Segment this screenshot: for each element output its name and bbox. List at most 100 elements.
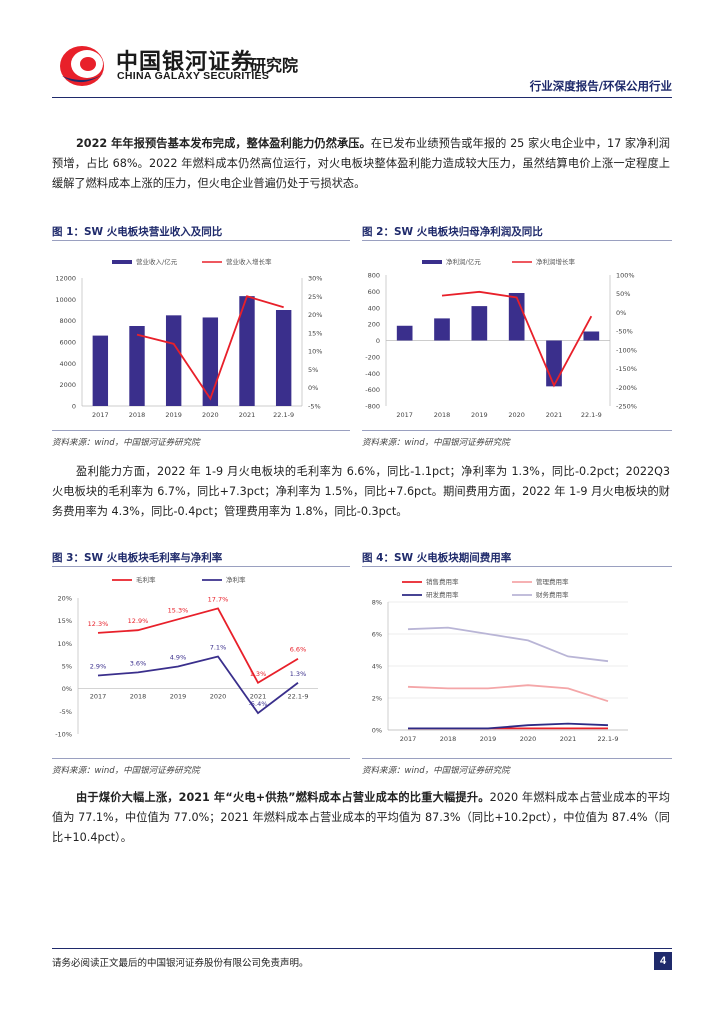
y-right-tick-label: -50% bbox=[616, 328, 633, 336]
y-left-tick-label: 8000 bbox=[59, 317, 76, 325]
y-right-tick-label: 20% bbox=[308, 311, 322, 319]
x-tick-label: 2020 bbox=[202, 411, 219, 419]
y-left-tick-label: 2000 bbox=[59, 381, 76, 389]
legend-label-1: 净利率 bbox=[226, 575, 246, 584]
x-tick-label: 2020 bbox=[210, 693, 227, 701]
bar-2017 bbox=[92, 335, 109, 406]
bar-2019 bbox=[471, 306, 488, 341]
paragraph-1-body: 在已发布业绩预告或年报的 25 家火电企业中，17 家净利润预增，占比 68%。… bbox=[52, 137, 670, 190]
series-line-1 bbox=[97, 655, 299, 715]
figure-3-chart: 毛利率 净利率 -10% -5% 0% 5% 10% 15% 20% 2017 2018 2019 20… bbox=[55, 575, 318, 739]
y-left-tick-label: 800 bbox=[368, 272, 380, 280]
logo-english: CHINA GALAXY SECURITIES bbox=[117, 70, 270, 82]
y-left-tick-label: 600 bbox=[368, 288, 380, 296]
report-type: 行业深度报告/环保公用行业 bbox=[529, 79, 672, 93]
series-line-0 bbox=[97, 607, 299, 685]
series-line-3 bbox=[407, 626, 609, 663]
y-right-tick-label: -100% bbox=[616, 346, 637, 354]
data-label: 3.6% bbox=[130, 659, 147, 667]
y-tick-label: -10% bbox=[55, 731, 72, 739]
bar-2021 bbox=[239, 296, 255, 406]
data-label: 7.1% bbox=[210, 643, 227, 651]
legend-label-3: 财务费用率 bbox=[536, 590, 569, 599]
legend-label-0: 销售费用率 bbox=[426, 577, 459, 586]
x-tick-label: 2017 bbox=[92, 411, 109, 419]
y-tick-label: -5% bbox=[59, 708, 72, 716]
paragraph-3-lead: 由于煤价大幅上涨，2021 年“火电+供热”燃料成本占营业成本的比重大幅提升。 bbox=[76, 791, 490, 804]
x-tick-label: 2021 bbox=[546, 411, 563, 419]
growth-line bbox=[441, 290, 593, 388]
figure-4-bottom-rule bbox=[362, 758, 672, 759]
bar-2019 bbox=[165, 315, 182, 406]
y-left-tick-label: 10000 bbox=[55, 296, 76, 304]
x-tick-label: 2019 bbox=[471, 411, 488, 419]
y-right-tick-label: 10% bbox=[308, 348, 322, 356]
x-tick-label: 2017 bbox=[90, 693, 107, 701]
y-left-tick-label: 0 bbox=[376, 337, 380, 345]
x-tick-label: 2017 bbox=[396, 411, 413, 419]
x-tick-label: 2021 bbox=[250, 693, 267, 701]
data-label: 12.9% bbox=[128, 617, 149, 625]
y-left-tick-label: -200 bbox=[365, 353, 380, 361]
legend-bar-label: 营业收入/亿元 bbox=[136, 257, 178, 266]
y-left-tick-label: 400 bbox=[368, 304, 380, 312]
legend-bar-swatch bbox=[422, 260, 442, 264]
figure-2-top-rule bbox=[362, 240, 672, 241]
x-tick-label: 22.1-9 bbox=[273, 411, 294, 419]
x-tick-label: 22.1-9 bbox=[581, 411, 602, 419]
x-tick-label: 2021 bbox=[560, 735, 577, 743]
x-tick-label: 2019 bbox=[480, 735, 497, 743]
legend-bar-swatch bbox=[112, 260, 132, 264]
legend-line-label: 营业收入增长率 bbox=[226, 257, 272, 266]
legend-label-0: 毛利率 bbox=[136, 575, 156, 584]
y-right-tick-label: 25% bbox=[308, 293, 322, 301]
y-left-tick-label: -800 bbox=[365, 403, 380, 411]
x-tick-label: 2020 bbox=[520, 735, 537, 743]
y-tick-label: 15% bbox=[58, 617, 72, 625]
y-right-tick-label: -5% bbox=[308, 403, 321, 411]
x-tick-label: 2018 bbox=[130, 693, 147, 701]
bar-22.1-9 bbox=[583, 331, 600, 341]
y-right-tick-label: 5% bbox=[308, 366, 318, 374]
y-tick-label: 5% bbox=[62, 663, 72, 671]
bar-22.1-9 bbox=[275, 310, 292, 406]
figure-1-chart: 营业收入/亿元 营业收入增长率 0 2000 4000 6000 8000 10000 1200… bbox=[55, 257, 322, 419]
y-left-tick-label: -600 bbox=[365, 386, 380, 394]
x-tick-label: 22.1-9 bbox=[288, 693, 309, 701]
y-right-tick-label: 0% bbox=[616, 309, 626, 317]
y-tick-label: 0% bbox=[372, 727, 382, 735]
bar-2021 bbox=[546, 340, 562, 387]
data-label: 1.3% bbox=[250, 670, 267, 678]
paragraph-1-lead: 2022 年年报预告基本发布完成，整体盈利能力仍然承压。 bbox=[76, 137, 371, 150]
data-label: -5.4% bbox=[249, 700, 268, 708]
series-line-2 bbox=[408, 722, 609, 730]
figure-4-source: 资料来源：wind，中国银河证券研究院 bbox=[362, 766, 510, 776]
legend-bar-label: 净利润/亿元 bbox=[446, 257, 481, 266]
legend-line-label: 净利润增长率 bbox=[536, 257, 576, 266]
figure-1-source: 资料来源：wind，中国银河证券研究院 bbox=[52, 438, 200, 448]
bar-2018 bbox=[434, 318, 450, 341]
x-tick-label: 2019 bbox=[170, 693, 187, 701]
figure-3-source: 资料来源：wind，中国银河证券研究院 bbox=[52, 766, 200, 776]
y-tick-label: 8% bbox=[372, 599, 382, 607]
bar-2020 bbox=[508, 293, 525, 341]
page-number: 4 bbox=[654, 952, 672, 970]
y-right-tick-label: 30% bbox=[308, 275, 322, 283]
y-left-tick-label: -400 bbox=[365, 370, 380, 378]
figure-4-title: 图 4：SW 火电板块期间费用率 bbox=[362, 552, 512, 564]
figure-2-chart: 净利润/亿元 净利润增长率 -800 -600 -400 -200 0 200 400 600 80… bbox=[365, 257, 637, 419]
x-tick-label: 2020 bbox=[508, 411, 525, 419]
footer-disclaimer: 请务必阅读正文最后的中国银河证券股份有限公司免责声明。 bbox=[52, 958, 309, 969]
bar-2017 bbox=[396, 325, 413, 341]
header-rule bbox=[52, 97, 672, 98]
data-label: 6.6% bbox=[290, 646, 307, 654]
figure-3-top-rule bbox=[52, 566, 350, 567]
figure-3-bottom-rule bbox=[52, 758, 350, 759]
data-label: 17.7% bbox=[208, 595, 229, 603]
institute-name: 研究院 bbox=[250, 56, 299, 75]
paragraph-2: 盈利能力方面，2022 年 1-9 月火电板块的毛利率为 6.6%，同比-1.1… bbox=[52, 462, 670, 522]
bar-2018 bbox=[129, 326, 145, 406]
data-label: 4.9% bbox=[170, 653, 187, 661]
series-line-1 bbox=[407, 684, 609, 703]
